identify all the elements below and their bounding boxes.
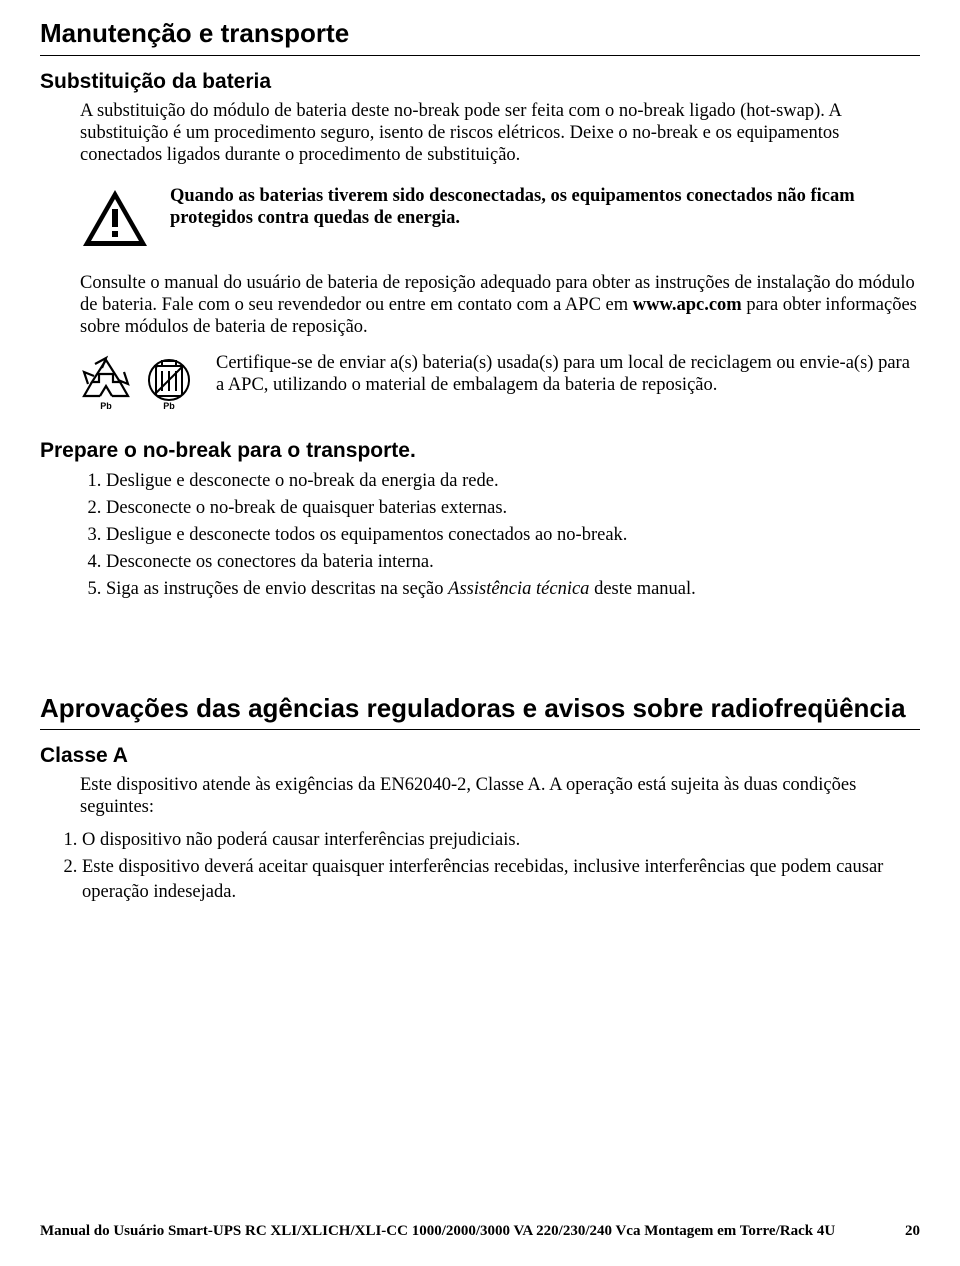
recycle-text: Certifique-se de enviar a(s) bateria(s) … xyxy=(216,352,920,396)
page-footer: Manual do Usuário Smart-UPS RC XLI/XLICH… xyxy=(40,1223,920,1240)
sub1-para1: A substituição do módulo de bateria dest… xyxy=(80,100,920,167)
classe-a-item-1: O dispositivo não poderá causar interfer… xyxy=(82,828,920,853)
classe-a-list: O dispositivo não poderá causar interfer… xyxy=(56,828,920,905)
sub2-item-5: Siga as instruções de envio descritas na… xyxy=(106,577,920,602)
pb-label-1: Pb xyxy=(100,401,112,411)
classe-a-title: Classe A xyxy=(40,744,920,768)
section1-title: Manutenção e transporte xyxy=(40,18,920,49)
page: Manutenção e transporte Substituição da … xyxy=(0,0,960,1266)
footer-left: Manual do Usuário Smart-UPS RC XLI/XLICH… xyxy=(40,1223,835,1240)
recycle-arrows-icon: Pb xyxy=(80,354,132,417)
sub2-item-3: Desligue e desconecte todos os equipamen… xyxy=(106,523,920,548)
classe-a-para: Este dispositivo atende às exigências da… xyxy=(80,774,920,818)
sub1-body2: Consulte o manual do usuário de bateria … xyxy=(80,272,920,339)
sub2-item5-b: Assistência técnica xyxy=(448,579,589,599)
no-trash-icon: Pb xyxy=(146,354,192,417)
recycle-block: Pb Pb C xyxy=(80,352,920,417)
pb-label-2: Pb xyxy=(163,401,175,411)
footer-page-number: 20 xyxy=(905,1223,920,1240)
sub1-para2: Consulte o manual do usuário de bateria … xyxy=(80,272,920,339)
sub1-title: Substituição da bateria xyxy=(40,70,920,94)
section1-rule xyxy=(40,55,920,56)
sub2-item-4: Desconecte os conectores da bateria inte… xyxy=(106,550,920,575)
section2-title: Aprovações das agências reguladoras e av… xyxy=(40,694,920,723)
sub2-list: Desligue e desconecte o no-break da ener… xyxy=(80,469,920,602)
sub2-item-2: Desconecte o no-break de quaisquer bater… xyxy=(106,496,920,521)
sub2-item5-c: deste manual. xyxy=(589,579,695,599)
sub2-item5-a: Siga as instruções de envio descritas na… xyxy=(106,579,448,599)
recycle-icons: Pb Pb xyxy=(80,354,192,417)
sub1-body: A substituição do módulo de bateria dest… xyxy=(80,100,920,167)
sub2-title: Prepare o no-break para o transporte. xyxy=(40,439,920,463)
classe-a-body: Este dispositivo atende às exigências da… xyxy=(80,774,920,818)
warning-text: Quando as baterias tiverem sido desconec… xyxy=(170,185,920,229)
section2-rule xyxy=(40,729,920,730)
sub2-item-1: Desligue e desconecte o no-break da ener… xyxy=(106,469,920,494)
warning-block: Quando as baterias tiverem sido desconec… xyxy=(80,185,920,254)
classe-a-item-2: Este dispositivo deverá aceitar quaisque… xyxy=(82,855,920,905)
sub1-para2-link: www.apc.com xyxy=(633,295,742,315)
warning-triangle-icon xyxy=(80,187,150,254)
